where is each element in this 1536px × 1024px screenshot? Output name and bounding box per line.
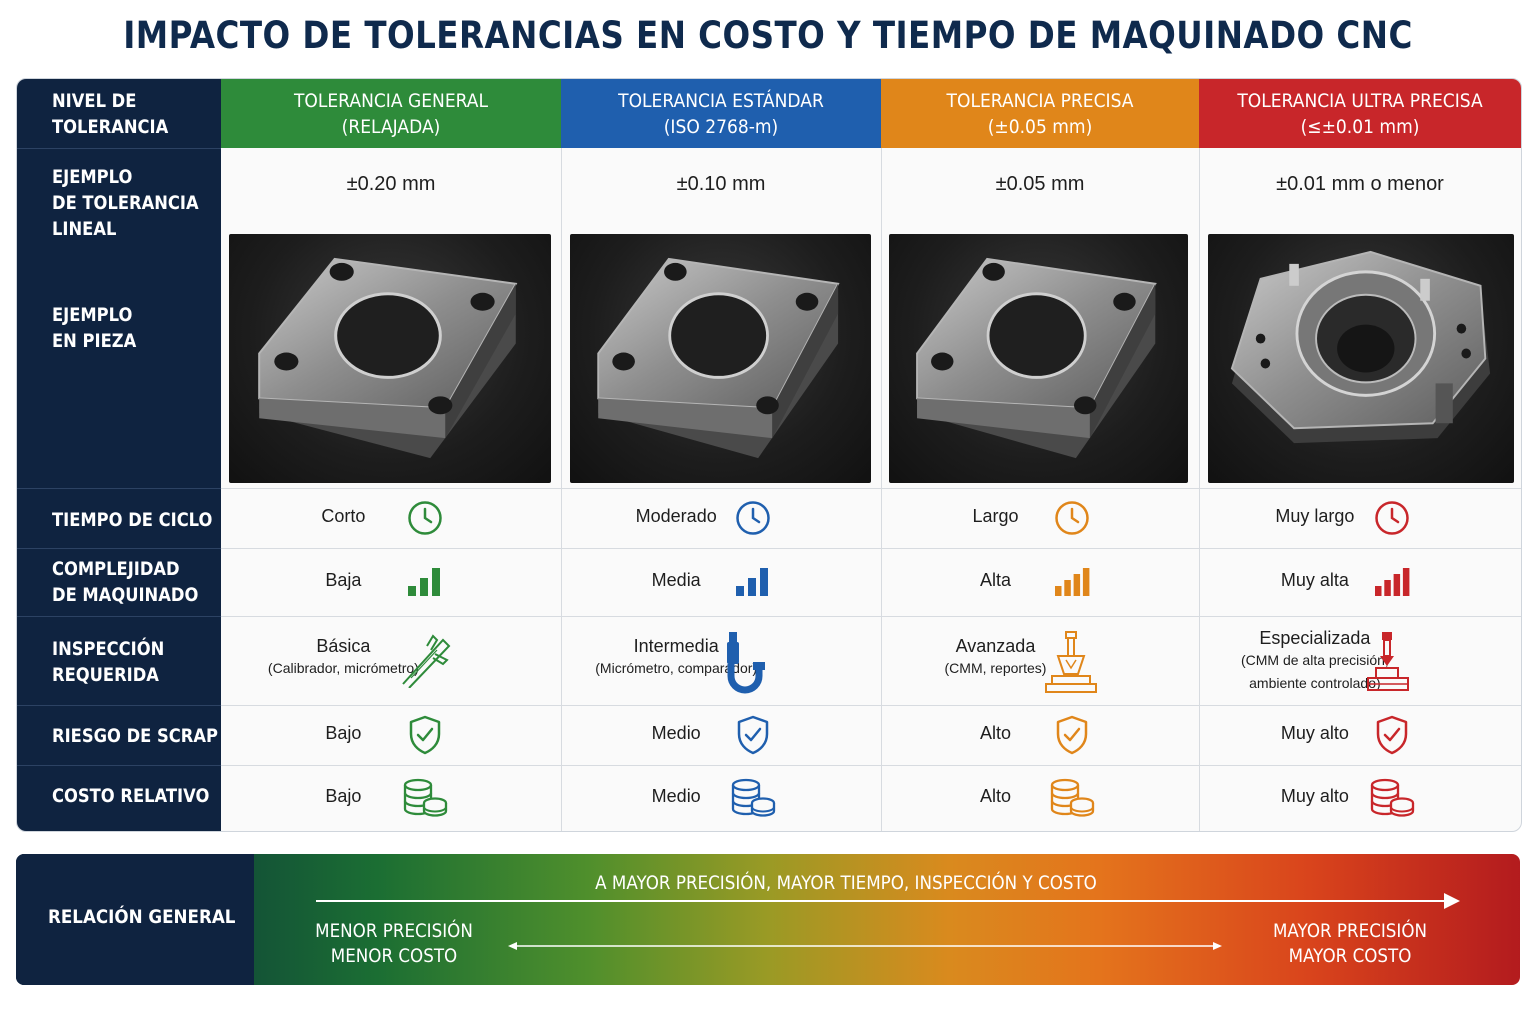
column-header-subtitle: (≤±0.01 mm) (1300, 116, 1420, 138)
relative-cost-value: Muy alto (1280, 786, 1349, 806)
scrap-risk-value: Muy alto (1280, 723, 1349, 743)
relation-right-line1: MAYOR PRECISIÓN (1272, 920, 1428, 942)
column-header-title: TOLERANCIA GENERAL (293, 90, 489, 112)
relation-right-line2: MAYOR COSTO (1288, 945, 1412, 967)
coins-icon (402, 777, 448, 824)
general-relation-bar: RELACIÓN GENERAL A MAYOR PRECISIÓN, MAYO… (16, 854, 1520, 985)
row-label-ejemplo-pieza: EJEMPLO EN PIEZA (52, 304, 137, 352)
general-relation-label: RELACIÓN GENERAL (48, 906, 236, 928)
row-label-ejemplo-tolerancia: EJEMPLO DE TOLERANCIA LINEAL (52, 166, 199, 240)
column-header-1: TOLERANCIA GENERAL (RELAJADA) (221, 79, 561, 148)
tolerance-value: ±0.01 mm o menor (1276, 173, 1444, 195)
coins-icon (730, 777, 776, 824)
row-label-nivel: NIVEL DE TOLERANCIA (52, 90, 169, 138)
column-header-3: TOLERANCIA PRECISA (±0.05 mm) (881, 79, 1199, 148)
inspection-detail: (CMM, reportes) (944, 660, 1047, 676)
inspection-method: Básica (316, 636, 371, 656)
coins-icon (1369, 777, 1415, 824)
row-label-inspeccion: INSPECCIÓN REQUERIDA (52, 638, 165, 686)
tolerance-value: ±0.05 mm (995, 173, 1085, 195)
row-label-complejidad: COMPLEJIDAD DE MAQUINADO (52, 558, 199, 606)
row-label-costo: COSTO RELATIVO (52, 785, 210, 807)
tolerance-table: NIVEL DE TOLERANCIA EJEMPLO DE TOLERANCI… (16, 78, 1522, 832)
inspection-value: Básica (Calibrador, micrómetro) (233, 636, 453, 680)
signal-bars-icon (406, 566, 444, 603)
shield-check-icon (408, 715, 442, 760)
clock-icon (1374, 500, 1410, 541)
complexity-value: Muy alta (1280, 570, 1349, 590)
row-label-tiempo: TIEMPO DE CICLO (52, 509, 213, 531)
complexity-value: Media (651, 570, 701, 590)
cmm-precision-icon (1364, 630, 1412, 699)
micrometer-icon (725, 630, 769, 699)
cycle-time-value: Muy largo (1275, 506, 1355, 526)
relative-cost-value: Medio (651, 786, 701, 806)
inspection-method: Avanzada (955, 636, 1036, 656)
relation-left-line2: MENOR COSTO (330, 945, 458, 967)
part-photo (1208, 234, 1514, 483)
coins-icon (1049, 777, 1095, 824)
relation-headline: A MAYOR PRECISIÓN, MAYOR TIEMPO, INSPECC… (595, 872, 1097, 894)
inspection-detail: (Calibrador, micrómetro) (267, 660, 419, 676)
part-photo (229, 234, 551, 483)
part-photo (889, 234, 1188, 483)
scrap-risk-value: Bajo (325, 723, 362, 743)
long-arrow-icon (316, 893, 1460, 909)
inspection-value: Avanzada (CMM, reportes) (885, 636, 1105, 680)
clock-icon (1054, 500, 1090, 541)
complexity-value: Alta (979, 570, 1011, 590)
row-label-riesgo: RIESGO DE SCRAP (52, 725, 218, 747)
signal-bars-icon (734, 566, 772, 603)
inspection-method: Especializada (1259, 628, 1371, 648)
inspection-method: Intermedia (633, 636, 719, 656)
clock-icon (407, 500, 443, 541)
cycle-time-value: Moderado (635, 506, 717, 526)
scrap-risk-value: Medio (651, 723, 701, 743)
cmm-icon (1044, 630, 1098, 699)
relative-cost-value: Bajo (325, 786, 362, 806)
double-arrow-icon (508, 942, 1222, 950)
column-header-2: TOLERANCIA ESTÁNDAR (ISO 2768-m) (561, 79, 881, 148)
part-photo (570, 234, 871, 483)
tolerance-value: ±0.20 mm (346, 173, 436, 195)
column-header-subtitle: (RELAJADA) (341, 116, 441, 138)
signal-bars-icon (1373, 566, 1411, 603)
cycle-time-value: Corto (321, 506, 366, 526)
clock-icon (735, 500, 771, 541)
signal-bars-icon (1053, 566, 1091, 603)
relation-left-line1: MENOR PRECISIÓN (315, 920, 473, 942)
tolerance-value: ±0.10 mm (676, 173, 766, 195)
relative-cost-value: Alto (979, 786, 1011, 806)
scrap-risk-value: Alto (979, 723, 1011, 743)
column-header-subtitle: (ISO 2768-m) (663, 116, 779, 138)
column-header-title: TOLERANCIA ESTÁNDAR (618, 90, 824, 112)
complexity-value: Baja (325, 570, 362, 590)
inspection-value: Especializada (CMM de alta precisión, amb… (1205, 628, 1425, 695)
column-header-title: TOLERANCIA ULTRA PRECISA (1237, 90, 1483, 112)
caliper-icon (397, 630, 453, 693)
page-title: IMPACTO DE TOLERANCIAS EN COSTO Y TIEMPO… (123, 14, 1413, 57)
column-header-title: TOLERANCIA PRECISA (946, 90, 1134, 112)
inspection-detail: (CMM de alta precisión, ambiente control… (1240, 652, 1389, 691)
cycle-time-value: Largo (972, 506, 1019, 526)
inspection-detail: (Micrómetro, comparador) (595, 660, 758, 676)
shield-check-icon (1055, 715, 1089, 760)
column-header-4: TOLERANCIA ULTRA PRECISA (≤±0.01 mm) (1199, 79, 1521, 148)
shield-check-icon (1375, 715, 1409, 760)
row-label-column: NIVEL DE TOLERANCIA EJEMPLO DE TOLERANCI… (17, 79, 221, 831)
inspection-value: Intermedia (Micrómetro, comparador) (566, 636, 786, 680)
shield-check-icon (736, 715, 770, 760)
column-header-subtitle: (±0.05 mm) (987, 116, 1093, 138)
